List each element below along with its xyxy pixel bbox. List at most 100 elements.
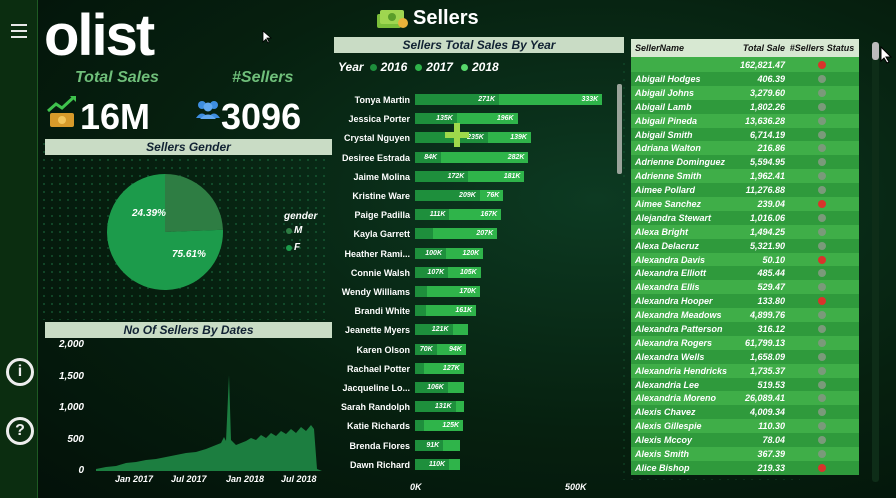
bar-segment[interactable]: 84K [415, 151, 442, 163]
table-row[interactable]: Alexis Chavez 4,009.34 [631, 405, 859, 420]
table-row[interactable]: Aimee Pollard 11,276.88 [631, 183, 859, 198]
status-dot [818, 311, 826, 320]
table-row[interactable]: Alexandra Elliott 485.44 [631, 266, 859, 281]
bar-segment[interactable] [415, 420, 425, 432]
table-row[interactable]: Abigail Lamb 1,802.26 [631, 99, 859, 114]
dates-y-axis: 2,000 1,500 1,000 500 0 [44, 339, 84, 479]
table-row[interactable]: Adriana Walton 216.86 [631, 141, 859, 156]
bar-segment[interactable]: 170K [427, 286, 481, 297]
sellers-dates-area-chart[interactable] [96, 345, 322, 472]
bar-segment[interactable] [415, 228, 433, 240]
legend-2018[interactable]: 2018 [471, 60, 499, 74]
bar-segment[interactable]: 333K [499, 94, 603, 105]
status-dot [818, 297, 826, 306]
bar-segment[interactable]: 70K [415, 343, 437, 355]
table-row[interactable]: Alexandra Meadows 4,899.76 [631, 308, 859, 323]
table-row[interactable]: Alexa Bright 1,494.25 [631, 224, 859, 239]
bar-segment[interactable]: 131K [415, 401, 456, 413]
table-row[interactable]: Alexis Smith 367.39 [631, 447, 859, 461]
bar-segment[interactable] [415, 286, 428, 297]
bar-segment[interactable]: 161K [426, 305, 477, 317]
bar-segment[interactable] [415, 305, 427, 317]
table-row[interactable]: Alexandria Lee 519.53 [631, 377, 859, 392]
bar-segment[interactable]: 91K [415, 439, 444, 451]
bar-segment[interactable] [449, 458, 460, 470]
bar-segment[interactable]: 110K [415, 458, 450, 470]
col-status[interactable]: #Sellers Status [789, 43, 855, 53]
bar-segment[interactable]: 181K [468, 170, 525, 182]
legend-dot-2018 [460, 63, 468, 71]
table-row[interactable]: Abigail Hodges 406.39 [631, 72, 859, 86]
bar-segment[interactable] [443, 439, 460, 451]
bar-segment[interactable]: 135K [415, 113, 457, 125]
bar-segment[interactable]: 196K [456, 113, 518, 125]
status-dot [818, 74, 826, 83]
bar-segment[interactable]: 172K [415, 170, 469, 182]
legend-2017[interactable]: 2017 [426, 60, 453, 74]
bar-segment[interactable]: 127K [424, 362, 464, 374]
legend-label-m[interactable]: M [294, 225, 303, 236]
table-row[interactable]: Alexandra Davis 50.10 [631, 252, 859, 267]
table-row[interactable]: Abigail Pineda 13,636.28 [631, 113, 859, 128]
table-row[interactable]: Abigail Smith 6,714.19 [631, 127, 859, 142]
pie-label-m: 24.39% [132, 208, 166, 219]
col-seller-name[interactable]: SellerName [635, 43, 685, 53]
bar-segment[interactable]: 209K [415, 190, 480, 201]
bar-seller-name: Heather Rami... [344, 248, 410, 259]
bar-segment[interactable]: 121K [415, 324, 453, 336]
table-row[interactable]: Alexandra Rogers 61,799.13 [631, 335, 859, 350]
table-row[interactable]: Alexis Gillespie 110.30 [631, 419, 859, 434]
status-dot [818, 338, 826, 347]
cell-seller-name: Alexis Chavez [635, 407, 696, 418]
bar-segment[interactable]: 271K [415, 94, 499, 105]
bar-chart-scrollbar[interactable] [617, 84, 622, 174]
bar-segment[interactable]: 167K [449, 209, 502, 221]
cell-seller-name: Adriana Walton [635, 143, 701, 154]
bar-segment[interactable]: 111K [415, 209, 450, 221]
col-total-sale[interactable]: Total Sale [742, 43, 785, 53]
table-row[interactable]: Alexandra Wells 1,658.09 [631, 349, 859, 364]
help-icon[interactable]: ? [6, 417, 34, 445]
bar-segment[interactable]: 76K [479, 190, 504, 201]
table-scroll-thumb[interactable] [872, 42, 879, 60]
bar-seller-name: Connie Walsh [350, 267, 410, 278]
bar-segment[interactable]: 125K [424, 420, 464, 432]
table-row[interactable]: Adrienne Dominguez 5,594.95 [631, 155, 859, 170]
table-row[interactable]: Alejandra Stewart 1,016.06 [631, 210, 859, 225]
sellers-table[interactable]: SellerName Total Sale #Sellers Status 16… [631, 39, 859, 484]
table-row[interactable]: Aimee Sanchez 239.04 [631, 197, 859, 211]
table-scrollbar[interactable] [872, 42, 879, 482]
bar-segment[interactable]: 100K [415, 247, 446, 259]
bar-segment[interactable]: 282K [441, 151, 529, 163]
bar-segment[interactable] [447, 382, 464, 393]
legend-2016[interactable]: 2016 [380, 60, 408, 74]
table-row[interactable]: Alexa Delacruz 5,321.90 [631, 238, 859, 253]
bar-segment[interactable]: 207K [432, 228, 498, 240]
bar-segment[interactable] [415, 362, 425, 374]
cell-seller-name: Alexandra Patterson [635, 323, 723, 334]
bar-segment[interactable]: 139K [487, 132, 531, 144]
pie-slice-m[interactable] [165, 174, 223, 232]
bar-segment[interactable] [455, 401, 465, 413]
bar-segment[interactable] [452, 324, 468, 336]
bar-segment[interactable]: 106K [415, 382, 448, 393]
info-icon[interactable]: i [6, 358, 34, 386]
bar-segment[interactable]: 107K [415, 266, 449, 278]
table-row[interactable]: Alice Bishop 219.33 [631, 460, 859, 475]
table-row[interactable]: Alexandra Ellis 529.47 [631, 280, 859, 295]
table-row[interactable]: Alexandra Hooper 133.80 [631, 294, 859, 309]
table-row[interactable]: Abigail Johns 3,279.60 [631, 85, 859, 100]
table-row[interactable]: Alexandra Patterson 316.12 [631, 322, 859, 336]
bar-segment[interactable]: 94K [436, 343, 466, 355]
legend-label-f[interactable]: F [294, 242, 301, 253]
pie-slice-f[interactable] [107, 174, 223, 290]
table-row[interactable]: Alexis Mccoy 78.04 [631, 433, 859, 448]
cell-total-sale: 216.86 [757, 143, 785, 154]
bar-segment[interactable]: 105K [448, 266, 481, 278]
table-row[interactable]: Alexandria Moreno 26,089.41 [631, 391, 859, 406]
table-row[interactable]: Adrienne Smith 1,962.41 [631, 169, 859, 184]
table-row[interactable]: Alexandria Hendricks 1,735.37 [631, 363, 859, 378]
bar-segment[interactable]: 120K [446, 247, 484, 259]
gender-pie-chart[interactable] [105, 172, 225, 292]
hamburger-icon[interactable] [11, 24, 27, 38]
